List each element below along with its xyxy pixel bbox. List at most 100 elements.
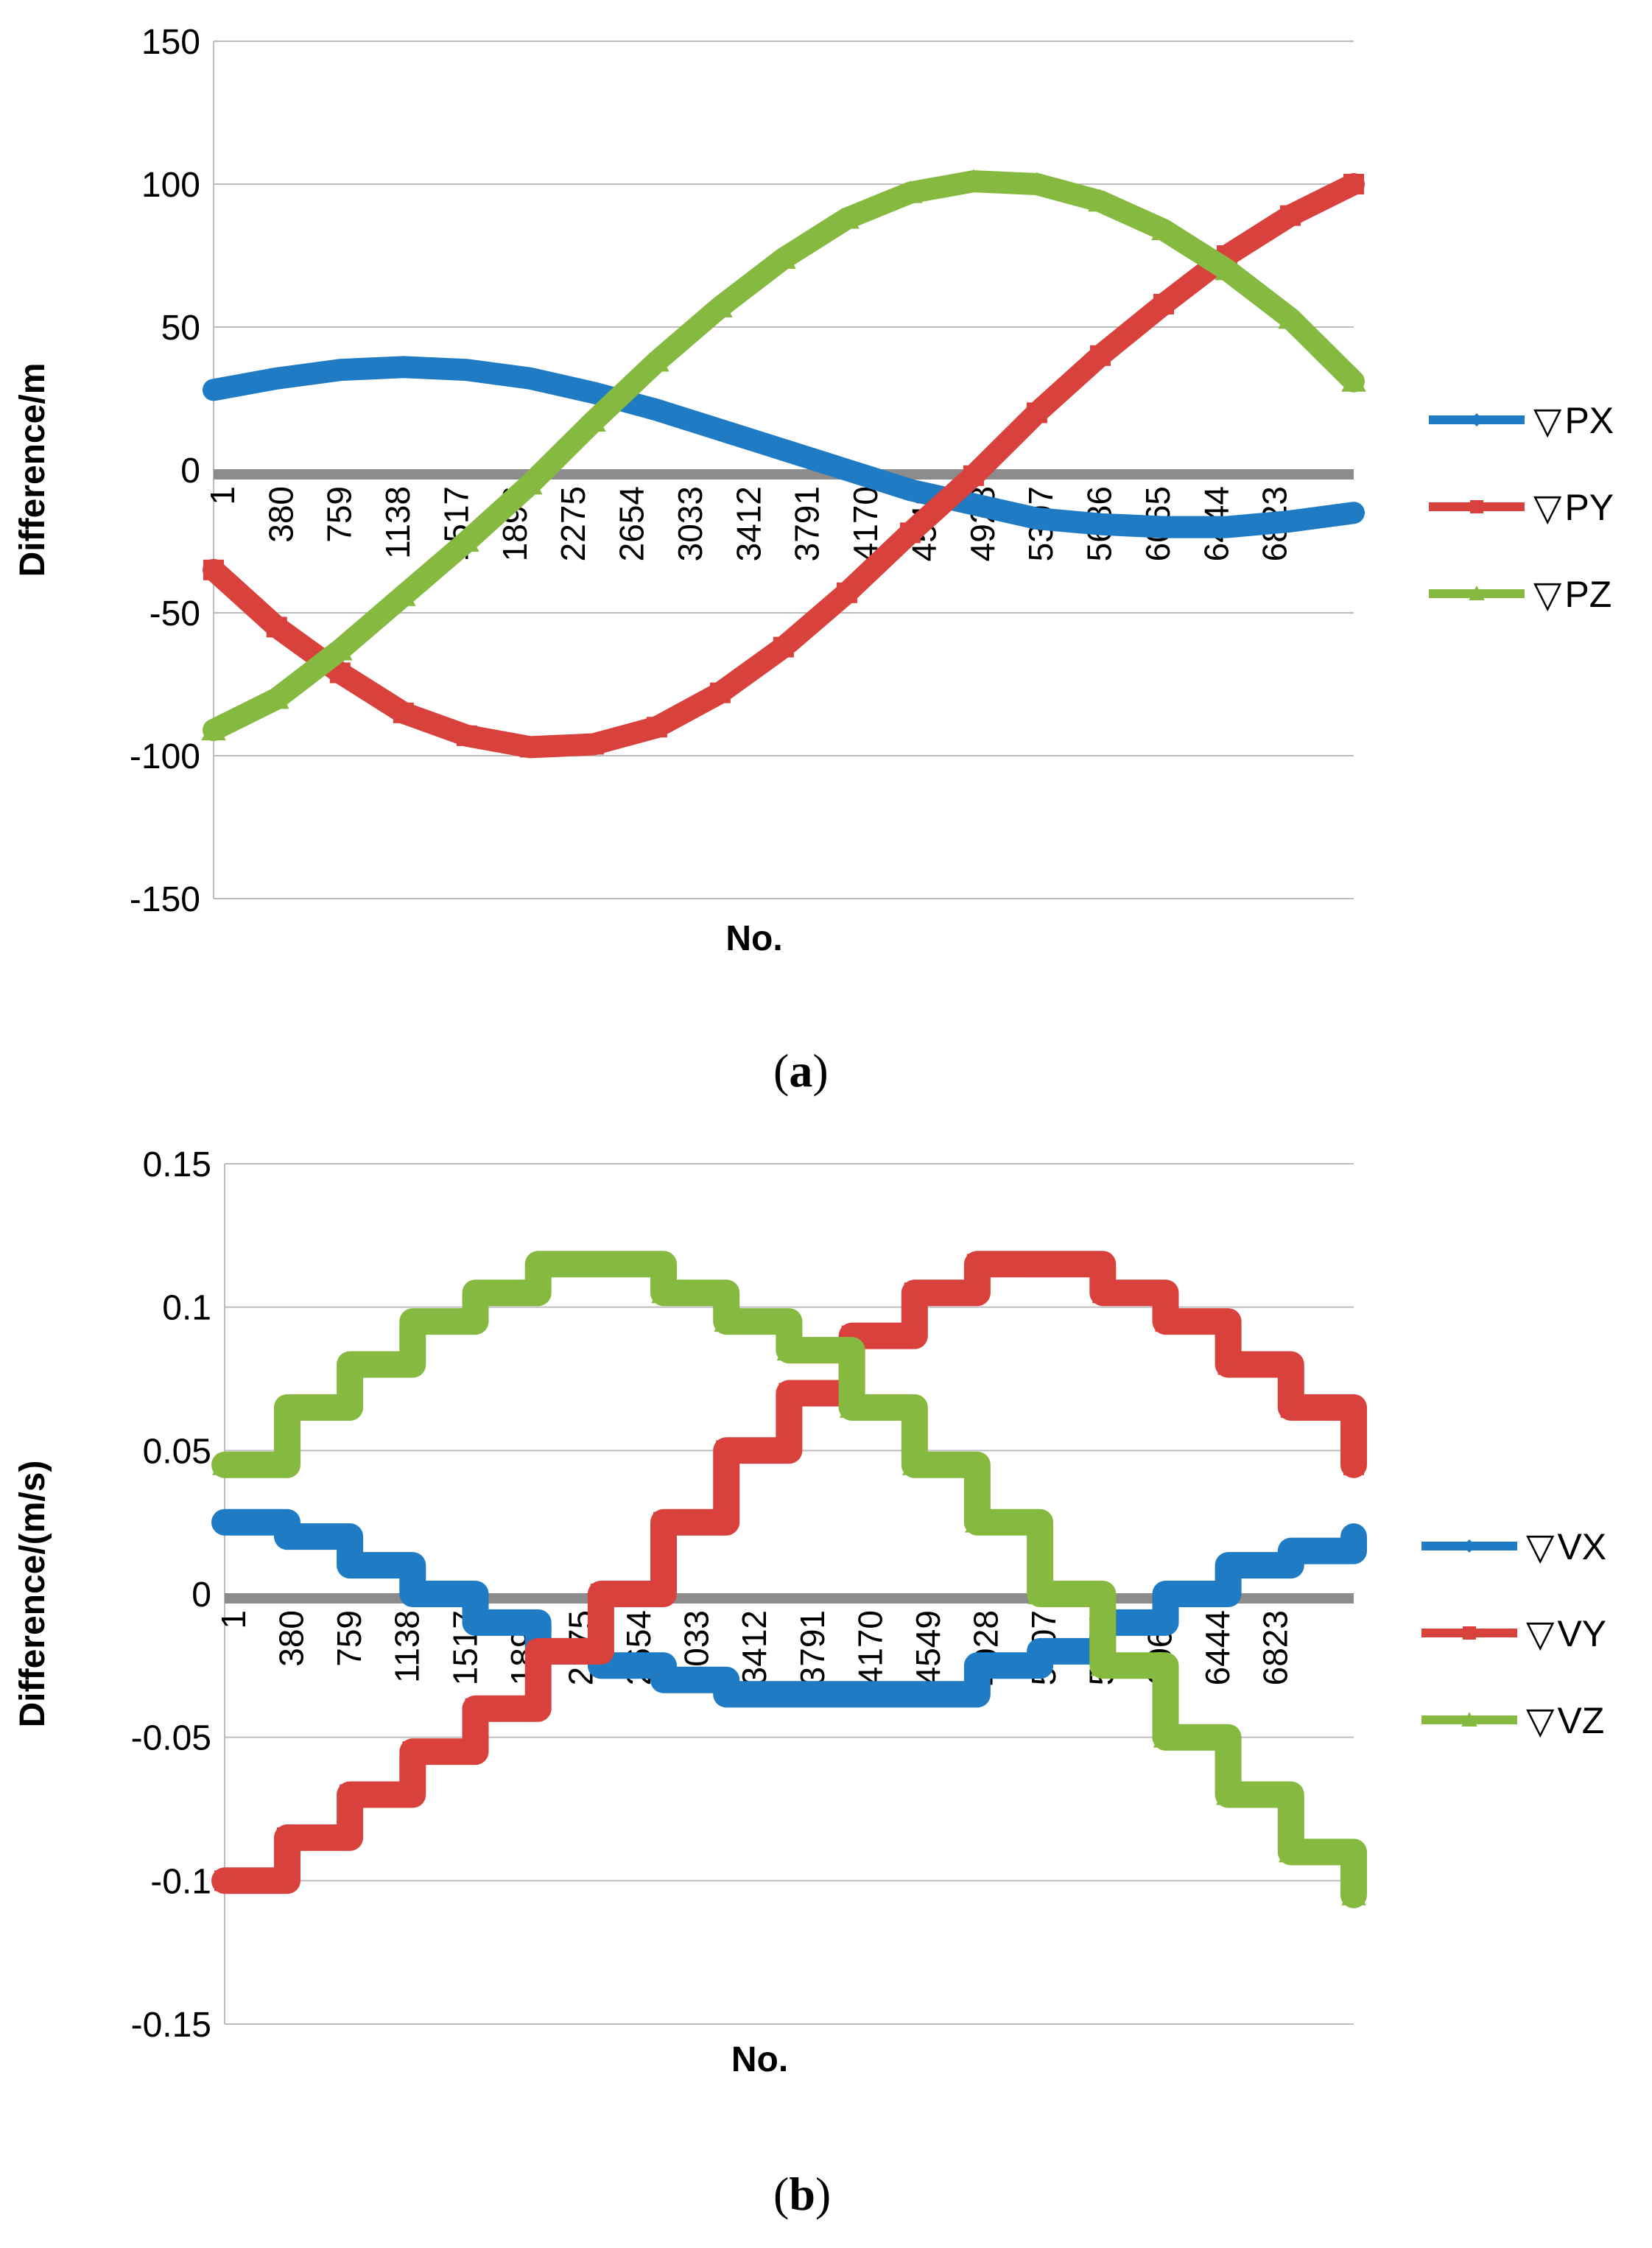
x-tick-label-a: 3791 <box>788 486 826 561</box>
data-point-py <box>646 717 667 738</box>
data-point-py <box>1343 174 1364 194</box>
data-point-vy <box>653 1511 675 1533</box>
data-point-vy <box>1092 1282 1114 1304</box>
data-point-py <box>519 737 541 758</box>
y-tick-label-b: 0.05 <box>143 1432 211 1471</box>
x-tick-label-b: 4170 <box>851 1610 889 1685</box>
panel-caption-a: (a) <box>773 1044 829 1097</box>
data-point-px <box>963 493 984 515</box>
legend-label-vx: ▽VX <box>1526 1526 1606 1567</box>
data-point-vy <box>1343 1454 1364 1475</box>
data-point-pz <box>708 295 733 317</box>
data-point-vz <box>1279 1839 1304 1863</box>
y-axis-title-b: Difference/(m/s) <box>13 1461 52 1728</box>
legend-b: ▽VX▽VY▽VZ <box>1421 1526 1606 1741</box>
data-point-vy <box>1030 1254 1051 1275</box>
data-point-px <box>836 460 857 480</box>
legend-symbol: ▽ <box>1526 1526 1555 1567</box>
data-point-vz <box>901 1453 927 1475</box>
data-point-vz <box>1341 1883 1366 1905</box>
legend-symbol: ▽ <box>1526 1613 1555 1654</box>
x-tick-label-b: 1 <box>214 1610 253 1629</box>
legend-symbol: ▽ <box>1533 487 1562 528</box>
x-tick-label-a: 380 <box>261 486 300 543</box>
data-point-py <box>203 559 224 580</box>
x-tick-label-b: 1138 <box>388 1610 426 1683</box>
panel-caption-b: (b) <box>773 2168 831 2220</box>
data-point-py <box>393 702 414 723</box>
y-tick-label-a: 100 <box>141 166 200 205</box>
data-point-px <box>329 359 351 381</box>
data-point-px <box>393 356 414 378</box>
data-point-vz <box>400 1309 426 1332</box>
legend-marker-vz <box>1461 1712 1477 1727</box>
data-point-vx <box>340 1555 361 1576</box>
x-tick-label-a: 1 <box>203 486 242 505</box>
legend-marker-pz <box>1469 586 1485 600</box>
data-point-vy <box>276 1827 298 1848</box>
series-layer-a <box>201 169 1366 759</box>
data-point-vy <box>465 1698 486 1719</box>
data-point-pz <box>644 348 669 372</box>
data-point-vx <box>966 1655 988 1676</box>
data-point-pz <box>1024 172 1050 194</box>
data-point-vz <box>839 1395 865 1418</box>
data-point-vz <box>1153 1724 1178 1748</box>
data-point-pz <box>1341 368 1366 392</box>
data-point-vy <box>716 1440 737 1461</box>
data-point-vx <box>904 1684 925 1705</box>
data-point-px <box>646 399 667 421</box>
data-point-px <box>1153 516 1174 538</box>
data-point-vx <box>1030 1640 1051 1662</box>
legend-symbol: ▽ <box>1533 400 1562 441</box>
data-point-pz <box>391 583 416 606</box>
data-point-vy <box>1280 1397 1301 1418</box>
legend-label-vz: ▽VZ <box>1526 1700 1604 1741</box>
data-point-px <box>1089 513 1111 535</box>
x-tick-label-a: 3412 <box>729 486 767 561</box>
x-tick-label-b: 6823 <box>1256 1610 1294 1685</box>
x-tick-label-a: 1138 <box>379 486 417 559</box>
data-point-py <box>709 682 731 703</box>
data-point-vy <box>527 1640 549 1662</box>
data-point-pz <box>1278 306 1303 329</box>
data-point-px <box>519 368 541 389</box>
data-point-px <box>1026 507 1047 529</box>
legend-series-name: VY <box>1557 1613 1606 1654</box>
data-point-px <box>899 480 921 501</box>
x-tick-label-a: 2654 <box>613 486 651 561</box>
data-point-vz <box>525 1251 551 1275</box>
y-tick-label-b: 0.1 <box>162 1289 211 1328</box>
data-point-pz <box>264 686 289 709</box>
legend-label-vy: ▽VY <box>1526 1613 1606 1654</box>
data-point-py <box>963 465 984 486</box>
data-point-pz <box>834 206 860 229</box>
data-point-vz <box>1090 1653 1116 1676</box>
data-point-px <box>1279 510 1301 532</box>
data-point-pz <box>518 471 543 495</box>
data-point-px <box>1216 516 1237 538</box>
series-line-vx <box>211 1508 1367 1708</box>
data-point-vy <box>778 1383 800 1404</box>
data-point-py <box>1026 402 1047 424</box>
y-tick-label-b: 0.15 <box>143 1145 211 1184</box>
data-point-vy <box>214 1870 235 1892</box>
data-point-pz <box>1215 257 1240 281</box>
x-tick-label-b: 759 <box>330 1610 368 1667</box>
legend-label-pz: ▽PZ <box>1533 574 1611 615</box>
legend-symbol: ▽ <box>1526 1700 1555 1741</box>
y-tick-labels-b: -0.15 -0.1 -0.05 0 0.05 0.1 0.15 <box>131 1145 211 2045</box>
y-tick-label-b: -0.1 <box>150 1862 211 1901</box>
data-point-px <box>266 368 287 389</box>
data-point-py <box>1089 345 1111 366</box>
data-point-vy <box>340 1784 361 1805</box>
x-tick-label-b: 4549 <box>909 1610 947 1685</box>
legend-marker-vy <box>1463 1626 1476 1640</box>
x-tick-label-b: 3791 <box>793 1610 832 1685</box>
data-point-pz <box>1151 217 1176 241</box>
data-point-vx <box>214 1511 235 1533</box>
legend-series-name: PY <box>1564 487 1614 528</box>
data-point-vz <box>463 1280 488 1304</box>
